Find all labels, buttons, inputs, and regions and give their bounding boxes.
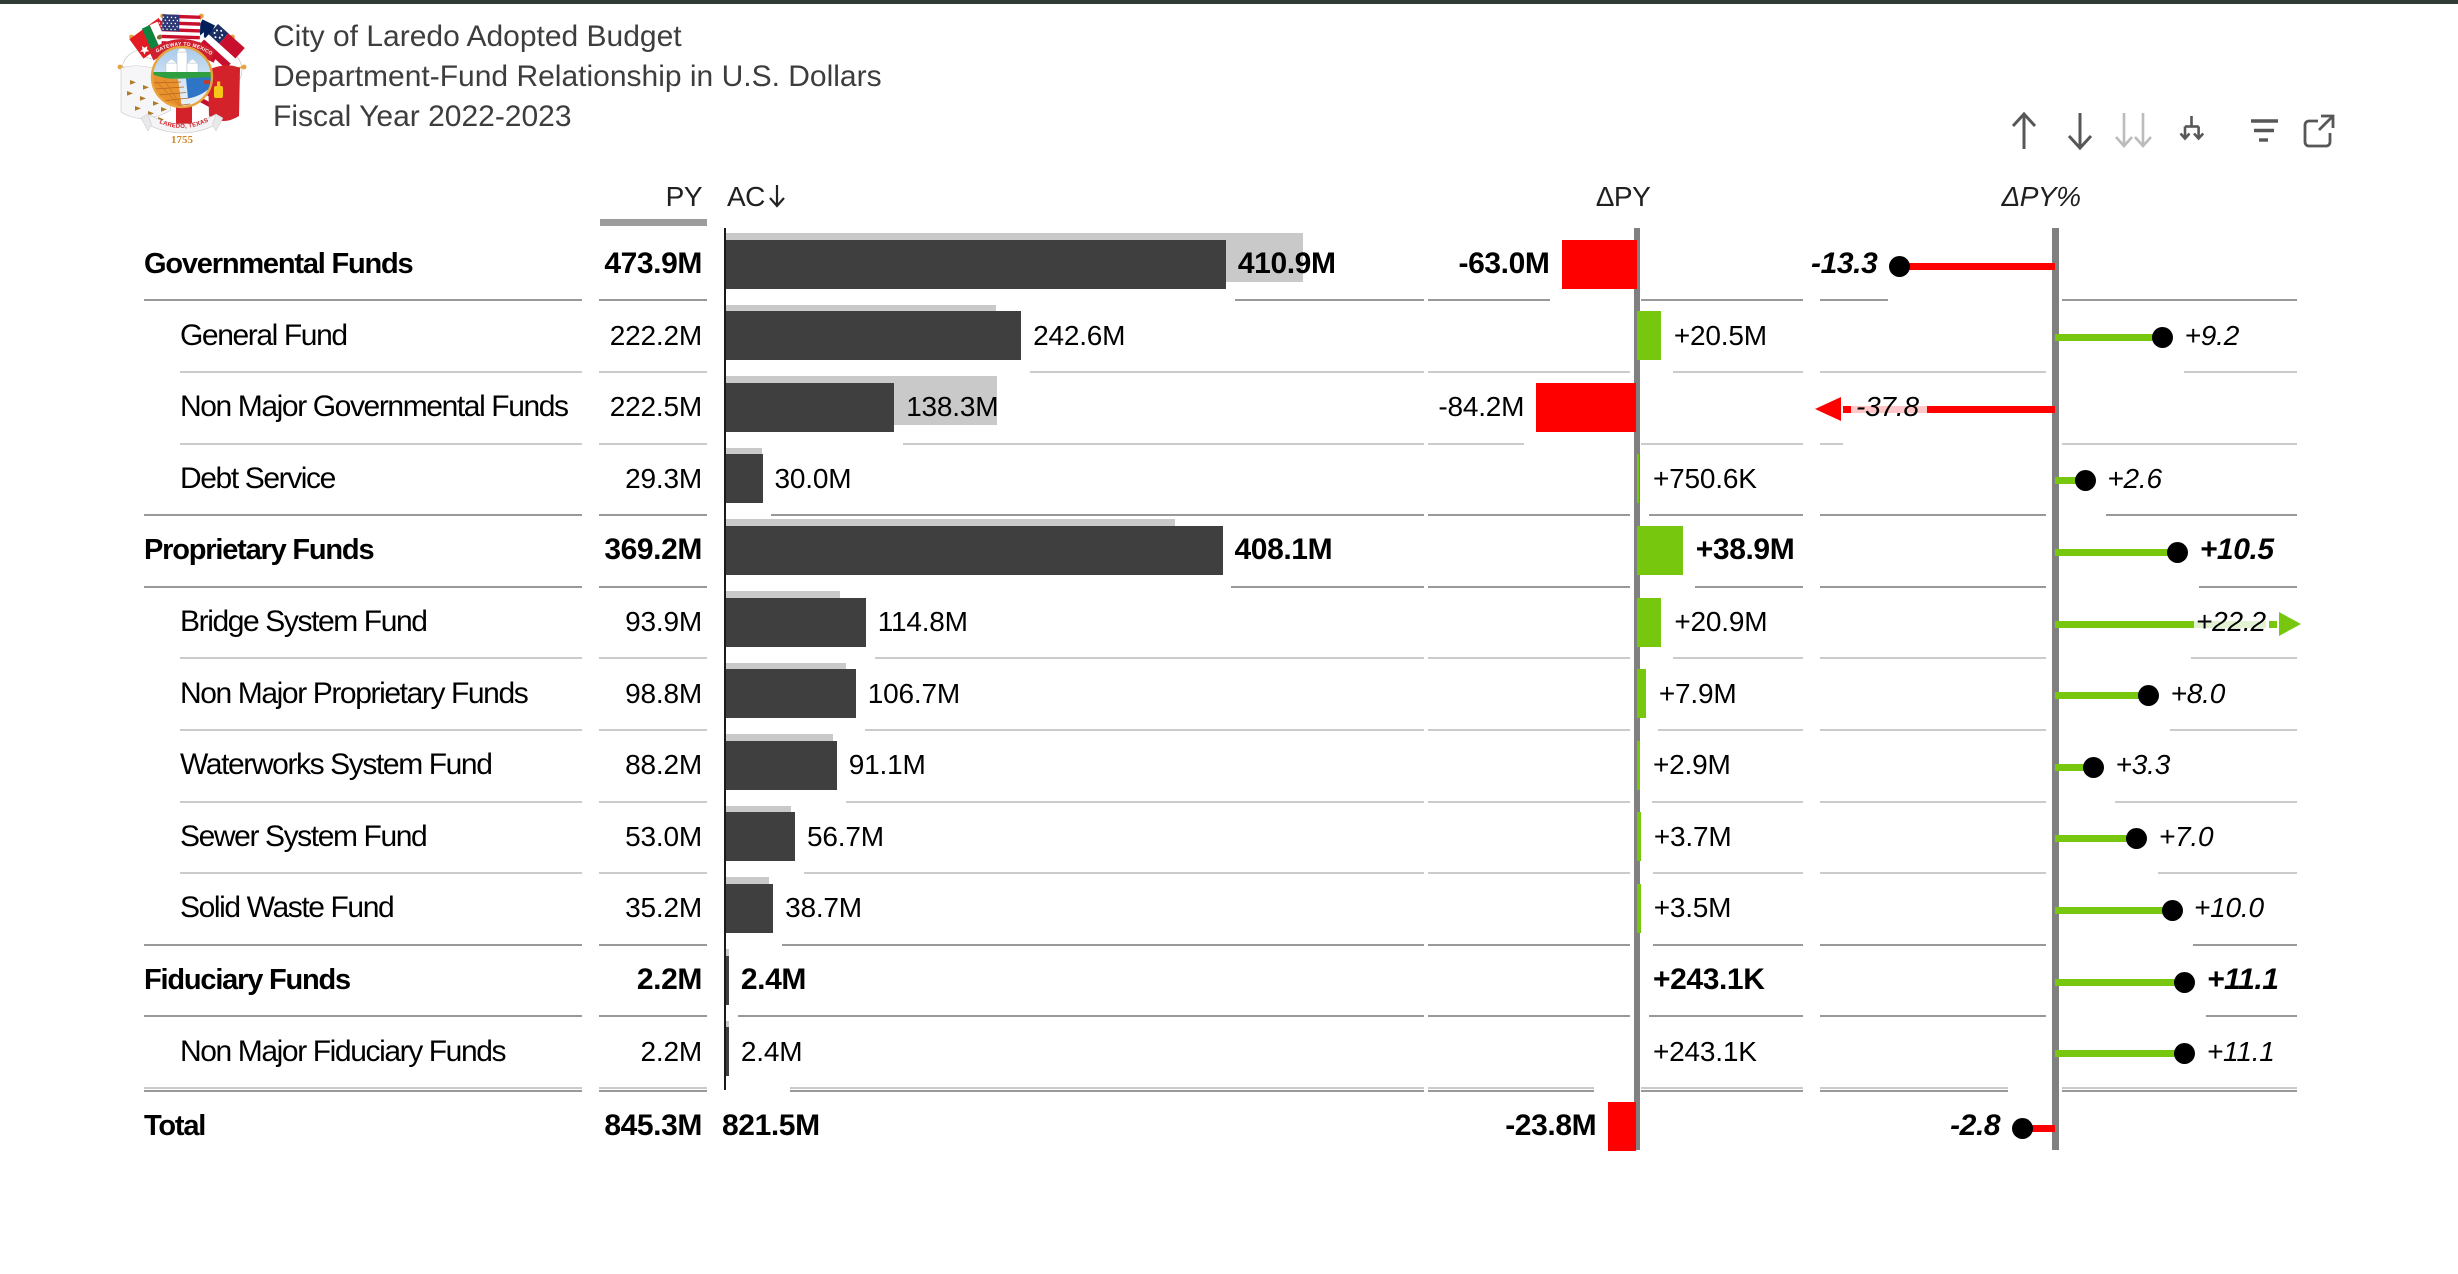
svg-text:1755: 1755 (171, 134, 194, 144)
